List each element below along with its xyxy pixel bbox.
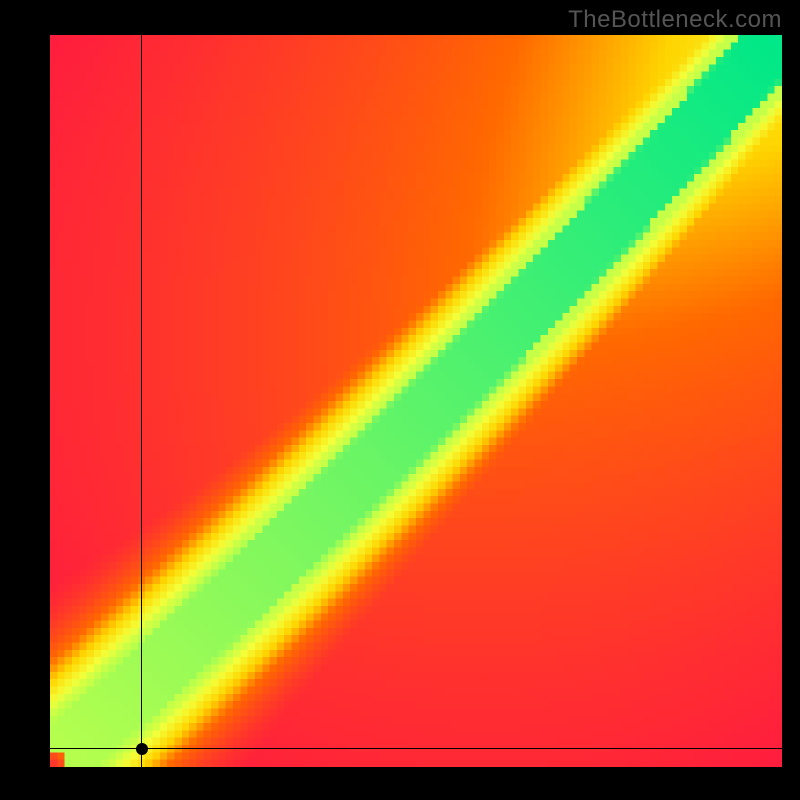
bottleneck-heatmap xyxy=(50,35,782,767)
crosshair-horizontal xyxy=(50,748,782,749)
crosshair-marker xyxy=(136,743,148,755)
figure-container: TheBottleneck.com xyxy=(0,0,800,800)
watermark-text: TheBottleneck.com xyxy=(568,6,782,34)
crosshair-vertical xyxy=(141,35,142,767)
